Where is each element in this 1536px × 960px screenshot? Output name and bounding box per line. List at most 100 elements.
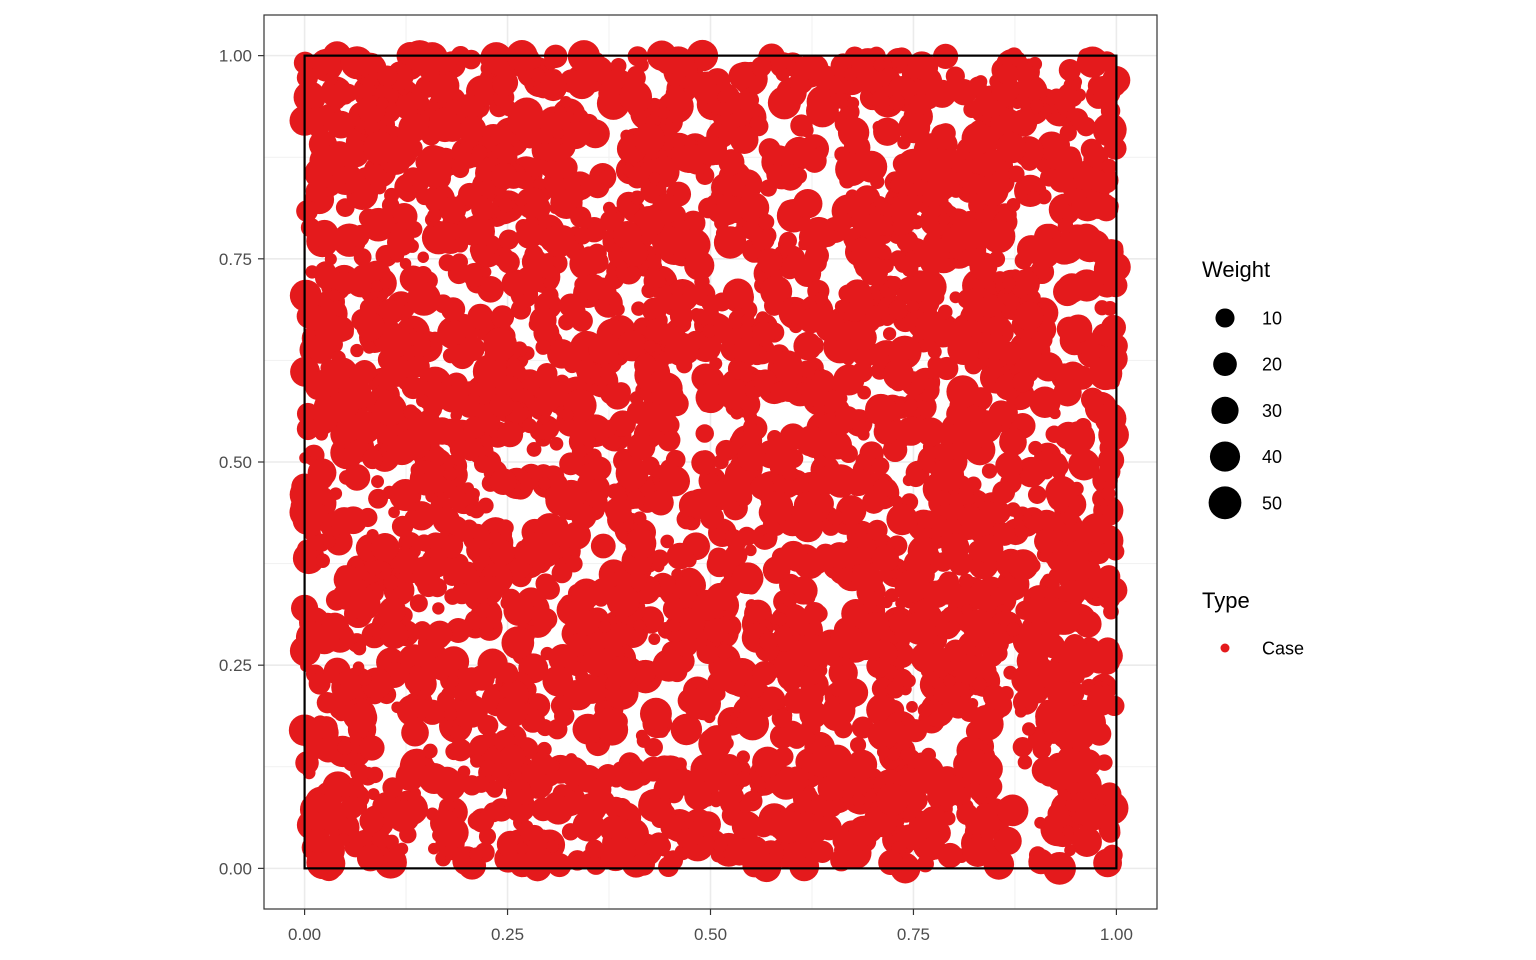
data-point: [910, 93, 932, 115]
data-point: [1049, 407, 1061, 420]
data-point: [917, 702, 933, 718]
data-point: [786, 728, 807, 749]
data-point: [741, 790, 763, 812]
data-point: [408, 355, 430, 378]
data-point: [907, 51, 936, 80]
data-point: [1033, 330, 1053, 350]
data-point: [305, 827, 331, 853]
data-point: [521, 248, 548, 275]
y-tick-label: 0.00: [219, 859, 252, 878]
x-tick-label: 0.25: [491, 925, 524, 944]
data-point: [446, 320, 464, 338]
data-point: [381, 196, 400, 215]
data-point: [962, 836, 993, 867]
data-point: [757, 248, 783, 274]
data-point: [839, 444, 858, 464]
data-point: [894, 569, 928, 603]
data-point: [295, 751, 319, 775]
data-point: [734, 336, 761, 363]
data-point: [652, 649, 686, 682]
data-point: [458, 218, 486, 246]
data-point: [324, 253, 337, 266]
data-point: [376, 65, 398, 87]
data-point: [1071, 826, 1102, 857]
data-point: [409, 594, 428, 613]
data-point: [730, 125, 759, 154]
data-point: [473, 580, 493, 600]
data-point: [418, 762, 450, 795]
data-point: [473, 525, 490, 542]
data-point: [802, 148, 827, 173]
data-point: [486, 780, 504, 798]
legend-weight-key: [1209, 441, 1241, 472]
data-point: [927, 356, 944, 373]
data-point: [530, 67, 546, 83]
data-point: [943, 674, 956, 688]
data-point: [1027, 485, 1047, 504]
data-point: [519, 532, 553, 567]
data-point: [603, 836, 636, 869]
data-point: [631, 852, 656, 876]
data-point: [579, 274, 607, 301]
data-point: [535, 608, 558, 631]
data-point: [753, 369, 778, 394]
data-point: [639, 697, 672, 730]
legend-weight-label: 20: [1262, 355, 1282, 375]
data-point: [725, 837, 754, 866]
data-point: [806, 819, 829, 843]
data-point: [541, 286, 559, 304]
data-point: [1098, 419, 1129, 451]
legend-weight-key: [1211, 396, 1239, 425]
data-point: [731, 225, 748, 242]
data-point: [314, 314, 347, 347]
data-point: [403, 404, 419, 420]
data-point: [1094, 300, 1110, 316]
data-point: [410, 462, 426, 478]
data-point: [866, 519, 888, 541]
data-point: [392, 548, 420, 576]
data-point: [716, 643, 733, 660]
data-point: [335, 198, 355, 217]
data-point: [994, 586, 1013, 605]
data-point: [426, 625, 451, 650]
data-point: [633, 619, 646, 632]
legend-weight: Weight 10 20 30 40 50: [1202, 257, 1282, 520]
data-point: [567, 850, 588, 871]
data-point: [449, 725, 464, 740]
data-point: [1062, 510, 1078, 526]
data-point: [362, 448, 383, 470]
data-point: [830, 624, 864, 659]
data-point: [634, 353, 657, 377]
data-point: [979, 775, 1003, 799]
data-point: [600, 384, 621, 405]
data-point: [873, 59, 886, 72]
data-point: [962, 589, 982, 608]
data-point: [946, 375, 980, 409]
data-point: [825, 542, 853, 570]
data-point: [684, 250, 715, 281]
data-point: [670, 607, 705, 642]
data-point: [795, 634, 829, 668]
data-point: [652, 802, 676, 827]
data-point: [529, 306, 557, 334]
data-point: [718, 753, 741, 776]
data-point: [417, 251, 429, 263]
data-point: [932, 576, 962, 605]
data-point: [522, 418, 538, 434]
data-point: [476, 602, 492, 619]
data-point: [616, 330, 648, 362]
data-point: [896, 230, 919, 253]
data-point: [443, 707, 458, 722]
data-point: [466, 537, 492, 563]
data-point: [610, 411, 631, 432]
data-point: [683, 516, 696, 529]
data-point: [1056, 273, 1087, 304]
legend-weight-label: 50: [1262, 493, 1282, 513]
data-point: [366, 766, 384, 784]
data-point: [611, 302, 625, 316]
data-point: [1068, 448, 1100, 481]
data-point: [309, 144, 342, 178]
data-point: [1007, 165, 1025, 183]
data-point: [860, 612, 890, 641]
data-point: [1040, 812, 1075, 847]
